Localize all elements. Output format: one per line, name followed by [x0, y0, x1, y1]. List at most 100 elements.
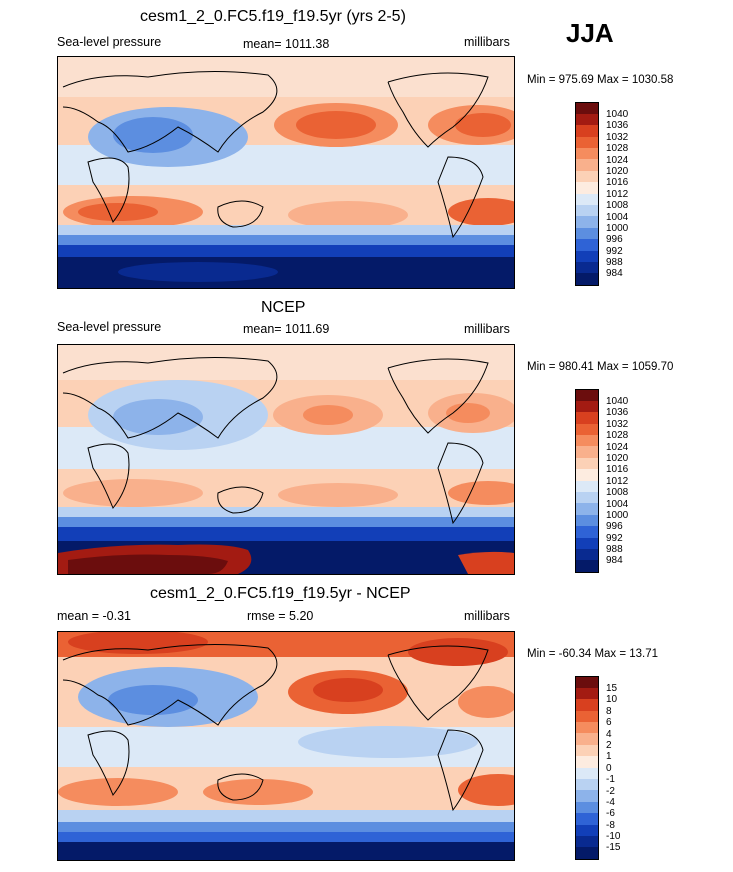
season-label: JJA: [566, 18, 614, 48]
panel3-colorbar-tick: 15: [606, 683, 618, 694]
panel1-colorbar-box: [576, 251, 598, 262]
panel2-colorbar-tick: 984: [606, 555, 623, 566]
panel1-title: cesm1_2_0.FC5.f19_f19.5yr (yrs 2-5): [140, 8, 406, 25]
panel1-colorbar-box: [576, 171, 598, 182]
panel3-colorbar-box: [576, 699, 598, 711]
panel3-colorbar-box: [576, 756, 598, 768]
panel1-colorbar-tick: 984: [606, 268, 623, 279]
panel3-colorbar-tick: 2: [606, 740, 612, 751]
panel2-colorbar-box: [576, 435, 598, 446]
panel1-colorbar: [575, 102, 599, 286]
panel1-mean-label: mean= 1011.38: [243, 37, 330, 51]
panel1-colorbar-box: [576, 182, 598, 194]
panel1-colorbar-tick: 1000: [606, 223, 629, 234]
panel3-colorbar-box: [576, 802, 598, 813]
panel2-colorbar-tick: 1024: [606, 442, 629, 453]
panel3-colorbar-tick: -1: [606, 774, 615, 785]
panel3-colorbar-tick: -2: [606, 786, 615, 797]
panel3-colorbar-box: [576, 825, 598, 836]
panel1-colorbar-tick: 1008: [606, 200, 629, 211]
panel3-minmax: Min = -60.34 Max = 13.71: [527, 648, 659, 660]
panel2-colorbar-box: [576, 412, 598, 424]
panel1-colorbar-box: [576, 205, 598, 216]
panel1-colorbar-box: [576, 137, 598, 148]
panel1-colorbar-tick: 1020: [606, 166, 629, 177]
panel2-colorbar-tick: 1004: [606, 499, 629, 510]
panel3-colorbar-box: [576, 711, 598, 722]
panel2-colorbar-tick: 1000: [606, 510, 629, 521]
panel3-map: [57, 631, 515, 861]
panel3-rmse-label: rmse = 5.20: [247, 609, 314, 623]
panel1-colorbar-tick: 1028: [606, 143, 629, 154]
panel2-colorbar-box: [576, 458, 598, 469]
panel3-colorbar-tick: 10: [606, 694, 618, 705]
panel1-colorbar-tick: 996: [606, 234, 623, 245]
panel3-colorbar-box: [576, 733, 598, 745]
panel1-colorbar-tick: 1004: [606, 212, 629, 223]
panel1-units-label: millibars: [464, 35, 510, 49]
panel2-colorbar-tick: 1032: [606, 419, 629, 430]
panel3-colorbar-tick: -4: [606, 797, 615, 808]
panel2-colorbar-box: [576, 515, 598, 526]
panel2-colorbar-tick: 996: [606, 521, 623, 532]
panel3-colorbar-tick: 6: [606, 717, 612, 728]
panel2-title: NCEP: [261, 299, 306, 316]
panel3-colorbar-box: [576, 847, 598, 859]
panel2-colorbar-box: [576, 549, 598, 560]
panel1-colorbar-tick: 1024: [606, 155, 629, 166]
panel2-colorbar-tick: 1016: [606, 464, 629, 475]
panel1-colorbar-tick: 1040: [606, 109, 629, 120]
panel2-map: [57, 344, 515, 575]
panel1-colorbar-box: [576, 228, 598, 239]
panel3-colorbar-box: [576, 790, 598, 802]
panel2-colorbar: [575, 389, 599, 573]
panel2-colorbar-tick: 1036: [606, 407, 629, 418]
panel2-colorbar-tick: 988: [606, 544, 623, 555]
panel2-variable-label: Sea-level pressure: [57, 320, 162, 334]
panel2-minmax: Min = 980.41 Max = 1059.70: [527, 361, 674, 373]
panel1-colorbar-tick: 1012: [606, 189, 629, 200]
panel1-colorbar-box: [576, 273, 598, 285]
panel3-colorbar-tick: 1: [606, 751, 612, 762]
panel3-colorbar-box: [576, 745, 598, 756]
panel3-colorbar-tick: 4: [606, 729, 612, 740]
panel3-title: cesm1_2_0.FC5.f19_f19.5yr - NCEP: [150, 585, 411, 602]
panel1-minmax: Min = 975.69 Max = 1030.58: [527, 74, 674, 86]
panel2-colorbar-box: [576, 446, 598, 458]
panel2-colorbar-box: [576, 469, 598, 481]
panel2-colorbar-box: [576, 526, 598, 538]
panel3-colorbar-tick: -10: [606, 831, 621, 842]
panel2-colorbar-tick: 1012: [606, 476, 629, 487]
panel3-colorbar: [575, 676, 599, 860]
panel3-colorbar-box: [576, 779, 598, 790]
panel1-colorbar-box: [576, 114, 598, 125]
panel3-mean-label: mean = -0.31: [57, 609, 132, 623]
panel3-colorbar-tick: -6: [606, 808, 615, 819]
panel2-colorbar-box: [576, 492, 598, 503]
panel2-colorbar-box: [576, 538, 598, 549]
panel1-colorbar-tick: 1036: [606, 120, 629, 131]
panel1-colorbar-box: [576, 262, 598, 273]
panel1-colorbar-box: [576, 216, 598, 228]
panel3-units-label: millibars: [464, 609, 510, 623]
panel1-colorbar-tick: 1032: [606, 132, 629, 143]
panel2-colorbar-tick: 1028: [606, 430, 629, 441]
panel3-colorbar-tick: -15: [606, 842, 621, 853]
panel2-colorbar-box: [576, 401, 598, 412]
panel2-mean-label: mean= 1011.69: [243, 322, 330, 336]
panel3-colorbar-box: [576, 836, 598, 847]
panel1-colorbar-box: [576, 125, 598, 137]
panel1-colorbar-box: [576, 194, 598, 205]
panel3-colorbar-box: [576, 722, 598, 733]
panel1-map: [57, 56, 515, 289]
panel3-colorbar-tick: -8: [606, 820, 615, 831]
panel3-colorbar-box: [576, 768, 598, 779]
panel1-colorbar-box: [576, 159, 598, 171]
panel1-colorbar-box: [576, 148, 598, 159]
panel2-colorbar-tick: 992: [606, 533, 623, 544]
panel3-colorbar-box: [576, 813, 598, 825]
panel1-colorbar-box: [576, 239, 598, 251]
panel1-colorbar-box: [576, 103, 598, 114]
panel2-colorbar-tick: 1020: [606, 453, 629, 464]
panel2-colorbar-box: [576, 560, 598, 572]
